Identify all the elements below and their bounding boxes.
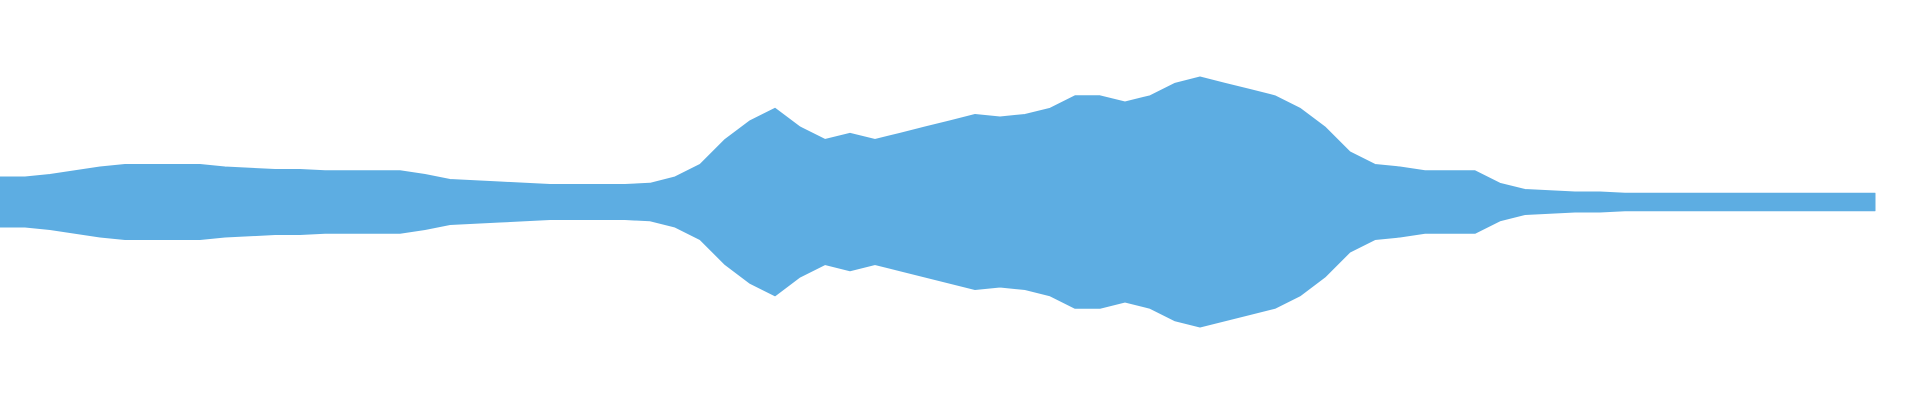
waveform-upper — [0, 76, 1876, 203]
waveform-lower — [0, 201, 1876, 328]
